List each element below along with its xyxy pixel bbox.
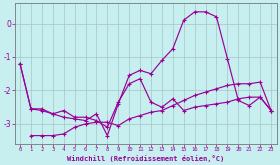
X-axis label: Windchill (Refroidissement éolien,°C): Windchill (Refroidissement éolien,°C) <box>67 155 224 162</box>
